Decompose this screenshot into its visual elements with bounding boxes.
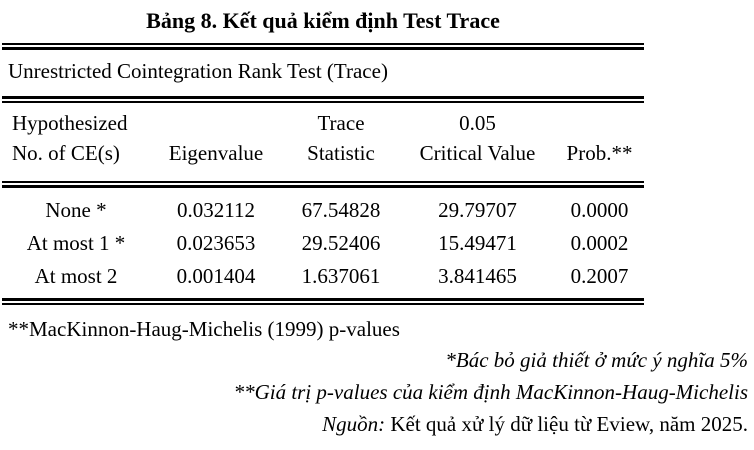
rule-line bbox=[2, 181, 644, 183]
header-prob: Prob.** bbox=[566, 141, 633, 165]
header-no-of-ces: No. of CE(s) bbox=[12, 141, 120, 165]
rule-line bbox=[2, 303, 644, 305]
cell-critical-value: 3.841465 bbox=[438, 264, 517, 288]
header-005: 0.05 bbox=[459, 111, 496, 135]
table-header: Hypothesized Trace 0.05 No. of CE(s) Eig… bbox=[2, 108, 644, 168]
header-trace: Trace bbox=[317, 111, 365, 135]
subtitle-double-rule bbox=[2, 96, 644, 103]
source-label: Nguồn: bbox=[322, 412, 386, 436]
cell-trace-statistic: 1.637061 bbox=[301, 264, 381, 288]
note-significance: *Bác bỏ giả thiết ở mức ý nghĩa 5% bbox=[445, 348, 748, 372]
cell-prob: 0.0002 bbox=[570, 231, 629, 255]
footnote-pvalues: **MacKinnon-Haug-Michelis (1999) p-value… bbox=[8, 317, 400, 341]
cell-eigenvalue: 0.023653 bbox=[176, 231, 256, 255]
rule-line bbox=[2, 43, 644, 45]
rule-line bbox=[2, 101, 644, 103]
note-pvalues-vn: **Giá trị p-values của kiểm định MacKinn… bbox=[233, 380, 748, 404]
cell-hypothesis: None * bbox=[45, 198, 107, 222]
source-text: Kết quả xử lý dữ liệu từ Eview, năm 2025… bbox=[385, 412, 748, 436]
table-subtitle: Unrestricted Cointegration Rank Test (Tr… bbox=[8, 59, 388, 83]
cell-hypothesis: At most 1 * bbox=[26, 231, 126, 255]
header-spacer bbox=[555, 108, 644, 138]
cell-prob: 0.0000 bbox=[570, 198, 629, 222]
table-title: Bảng 8. Kết quả kiểm định Test Trace bbox=[146, 8, 500, 33]
table-body: None * 0.032112 67.54828 29.79707 0.0000… bbox=[2, 194, 644, 293]
rule-line bbox=[2, 298, 644, 301]
rule-line bbox=[2, 185, 644, 188]
top-double-rule bbox=[2, 43, 644, 50]
cell-prob: 0.2007 bbox=[570, 264, 629, 288]
cell-eigenvalue: 0.032112 bbox=[177, 198, 255, 222]
rule-line bbox=[2, 96, 644, 99]
header-spacer bbox=[150, 108, 282, 138]
rule-line bbox=[2, 47, 644, 50]
cell-critical-value: 29.79707 bbox=[438, 198, 517, 222]
header-hypothesized: Hypothesized bbox=[12, 111, 128, 135]
bottom-double-rule bbox=[2, 298, 644, 305]
cell-trace-statistic: 29.52406 bbox=[301, 231, 381, 255]
cell-hypothesis: At most 2 bbox=[34, 264, 118, 288]
header-statistic: Statistic bbox=[307, 141, 375, 165]
cell-trace-statistic: 67.54828 bbox=[301, 198, 381, 222]
cell-critical-value: 15.49471 bbox=[438, 231, 517, 255]
source-line: Nguồn: Kết quả xử lý dữ liệu từ Eview, n… bbox=[2, 408, 748, 440]
cell-eigenvalue: 0.001404 bbox=[176, 264, 256, 288]
header-critical-value: Critical Value bbox=[419, 141, 536, 165]
header-double-rule bbox=[2, 181, 644, 188]
header-eigenvalue: Eigenvalue bbox=[168, 141, 264, 165]
